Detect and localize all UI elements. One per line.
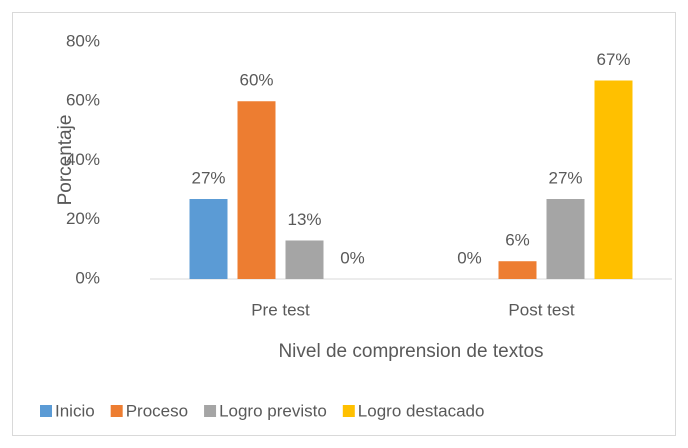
legend-label: Inicio [55, 401, 95, 420]
bar [285, 240, 324, 279]
x-axis-title: Nivel de comprension de textos [278, 341, 543, 362]
data-label: 27% [548, 168, 582, 187]
y-axis-title: Porcentaje [55, 115, 76, 206]
y-tick-label: 40% [66, 150, 100, 169]
legend-label: Logro previsto [219, 401, 327, 420]
data-label: 13% [287, 210, 321, 229]
data-label: 27% [191, 168, 225, 187]
x-tick-label: Post test [508, 300, 574, 319]
legend-swatch [40, 405, 52, 417]
data-label: 6% [505, 231, 530, 250]
bar [498, 261, 537, 279]
y-tick-label: 80% [66, 31, 100, 50]
bar [546, 199, 585, 279]
legend-swatch [110, 405, 123, 417]
y-tick-label: 60% [66, 91, 100, 110]
legend-swatch [342, 405, 355, 417]
data-label: 0% [457, 248, 482, 267]
x-tick-label: Pre test [251, 300, 310, 319]
legend-label: Proceso [126, 401, 188, 420]
legend-swatch [204, 405, 217, 417]
data-label: 67% [596, 50, 630, 69]
bar [189, 199, 228, 279]
data-label: 60% [239, 71, 273, 90]
data-label: 0% [340, 248, 365, 267]
legend-label: Logro destacado [358, 401, 485, 420]
y-tick-label: 0% [75, 268, 100, 287]
y-tick-label: 20% [66, 209, 100, 228]
bar [594, 80, 633, 279]
bar [237, 101, 276, 279]
